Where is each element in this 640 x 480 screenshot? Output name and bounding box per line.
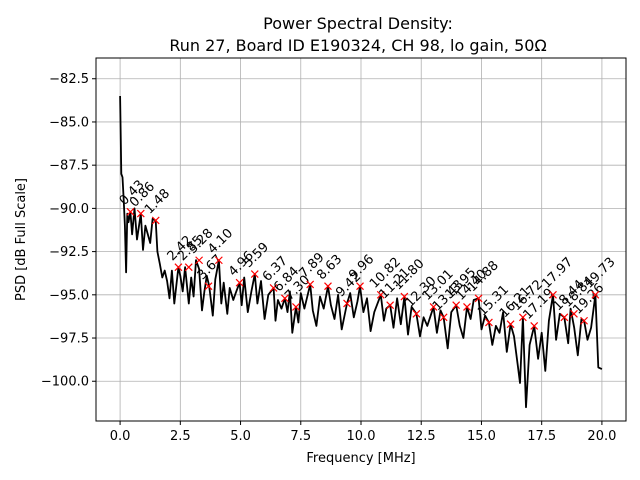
x-tick-label: 10.0 [347, 429, 376, 444]
peak-marker [376, 290, 385, 299]
peak-marker-stroke [549, 290, 557, 299]
x-tick-label: 17.5 [527, 429, 556, 444]
peak-marker-stroke [136, 209, 145, 218]
peak-marker [151, 216, 160, 225]
y-tick-label: −100.0 [41, 375, 89, 390]
peak-marker [126, 207, 135, 216]
chart-title-line1: Power Spectral Density: [263, 14, 453, 33]
x-tick-label: 15.0 [467, 429, 496, 444]
peak-label: 3.67 [195, 252, 226, 283]
peak-marker-stroke [570, 309, 578, 318]
peak-marker-stroke [376, 290, 385, 299]
peak-marker [250, 270, 259, 278]
peak-marker [195, 256, 204, 265]
peak-marker [184, 263, 193, 272]
peak-marker-stroke [580, 316, 589, 325]
peak-marker [518, 313, 527, 322]
peak-marker [386, 301, 395, 310]
peak-marker [452, 301, 461, 310]
x-tick-label: 20.0 [587, 429, 616, 444]
y-tick-label: −92.5 [49, 245, 89, 260]
peak-marker [292, 302, 300, 311]
peak-marker [235, 278, 244, 287]
peak-marker-stroke [204, 282, 213, 291]
peak-marker-stroke [484, 318, 493, 327]
peak-marker-stroke [412, 309, 421, 318]
y-tick-label: −95.0 [49, 288, 89, 303]
peak-marker [412, 309, 421, 318]
peak-marker [400, 292, 409, 301]
peak-marker-stroke [356, 282, 364, 291]
peak-marker-stroke [250, 270, 259, 278]
peak-marker [591, 290, 600, 299]
peak-marker-stroke [452, 301, 461, 310]
peak-marker-stroke [324, 282, 332, 291]
x-tick-label: 12.5 [407, 429, 436, 444]
peak-marker [356, 282, 364, 291]
peak-marker-stroke [560, 313, 569, 322]
peak-marker [306, 280, 315, 289]
peak-marker [463, 302, 471, 311]
peak-marker-stroke [400, 292, 409, 301]
x-tick-label: 5.0 [230, 429, 251, 444]
peak-marker [506, 320, 515, 329]
y-tick-label: −82.5 [49, 72, 89, 87]
x-axis-label: Frequency [MHz] [306, 451, 415, 466]
y-axis-label: PSD [dB Full Scale] [14, 178, 29, 301]
peak-marker-stroke [280, 294, 289, 303]
peak-marker-stroke [174, 263, 183, 272]
peak-marker-stroke [429, 302, 438, 311]
y-tick-label: −87.5 [49, 159, 89, 174]
peak-marker [530, 322, 539, 330]
peak-marker [324, 282, 332, 291]
peak-marker-stroke [530, 322, 539, 330]
peak-marker [580, 316, 589, 325]
peak-marker [549, 290, 557, 299]
peak-marker-stroke [214, 256, 223, 265]
peak-marker-stroke [195, 256, 204, 265]
x-tick-label: 0.0 [110, 429, 131, 444]
psd-series-line [119, 95, 603, 409]
peak-marker-stroke [386, 301, 395, 310]
peak-marker-stroke [463, 302, 471, 311]
peak-marker-stroke [235, 278, 244, 287]
peak-marker-stroke [184, 263, 193, 272]
peak-marker-stroke [591, 290, 600, 299]
peak-marker [484, 318, 493, 327]
chart-title-line2: Run 27, Board ID E190324, CH 98, lo gain… [169, 36, 546, 55]
y-tick-label: −90.0 [49, 202, 89, 217]
peak-marker [136, 209, 145, 218]
peak-marker-stroke [474, 294, 483, 303]
peak-marker-stroke [269, 283, 278, 292]
x-tick-label: 2.5 [170, 429, 191, 444]
x-axis-ticks: 0.0 2.5 5.0 7.5 10.0 12.5 15.0 17.5 20.0 [110, 421, 616, 444]
peak-marker [269, 283, 278, 292]
peak-marker [570, 309, 578, 318]
peak-marker [439, 313, 448, 322]
y-tick-label: −97.5 [49, 332, 89, 347]
peak-marker-stroke [292, 302, 300, 311]
y-tick-label: −85.0 [49, 115, 89, 130]
peak-marker [343, 299, 351, 308]
peak-marker [214, 256, 223, 265]
peak-marker-stroke [439, 313, 448, 322]
plot-frame [95, 57, 627, 422]
peak-marker-stroke [506, 320, 515, 329]
peak-marker [204, 282, 213, 291]
peak-marker [280, 294, 289, 303]
y-axis-ticks: −82.5 −85.0 −87.5 −90.0 −92.5 −95.0 −97.5 −100.… [41, 72, 96, 390]
peak-marker-stroke [306, 280, 315, 289]
peak-marker-stroke [151, 216, 160, 225]
peak-marker-stroke [343, 299, 351, 308]
grid [96, 58, 626, 421]
peak-marker [474, 294, 483, 303]
x-tick-label: 7.5 [290, 429, 311, 444]
peak-marker-stroke [518, 313, 527, 322]
peak-marker [560, 313, 569, 322]
peak-marker [429, 302, 438, 311]
peak-marker [174, 263, 183, 272]
peak-marker-stroke [126, 207, 135, 216]
